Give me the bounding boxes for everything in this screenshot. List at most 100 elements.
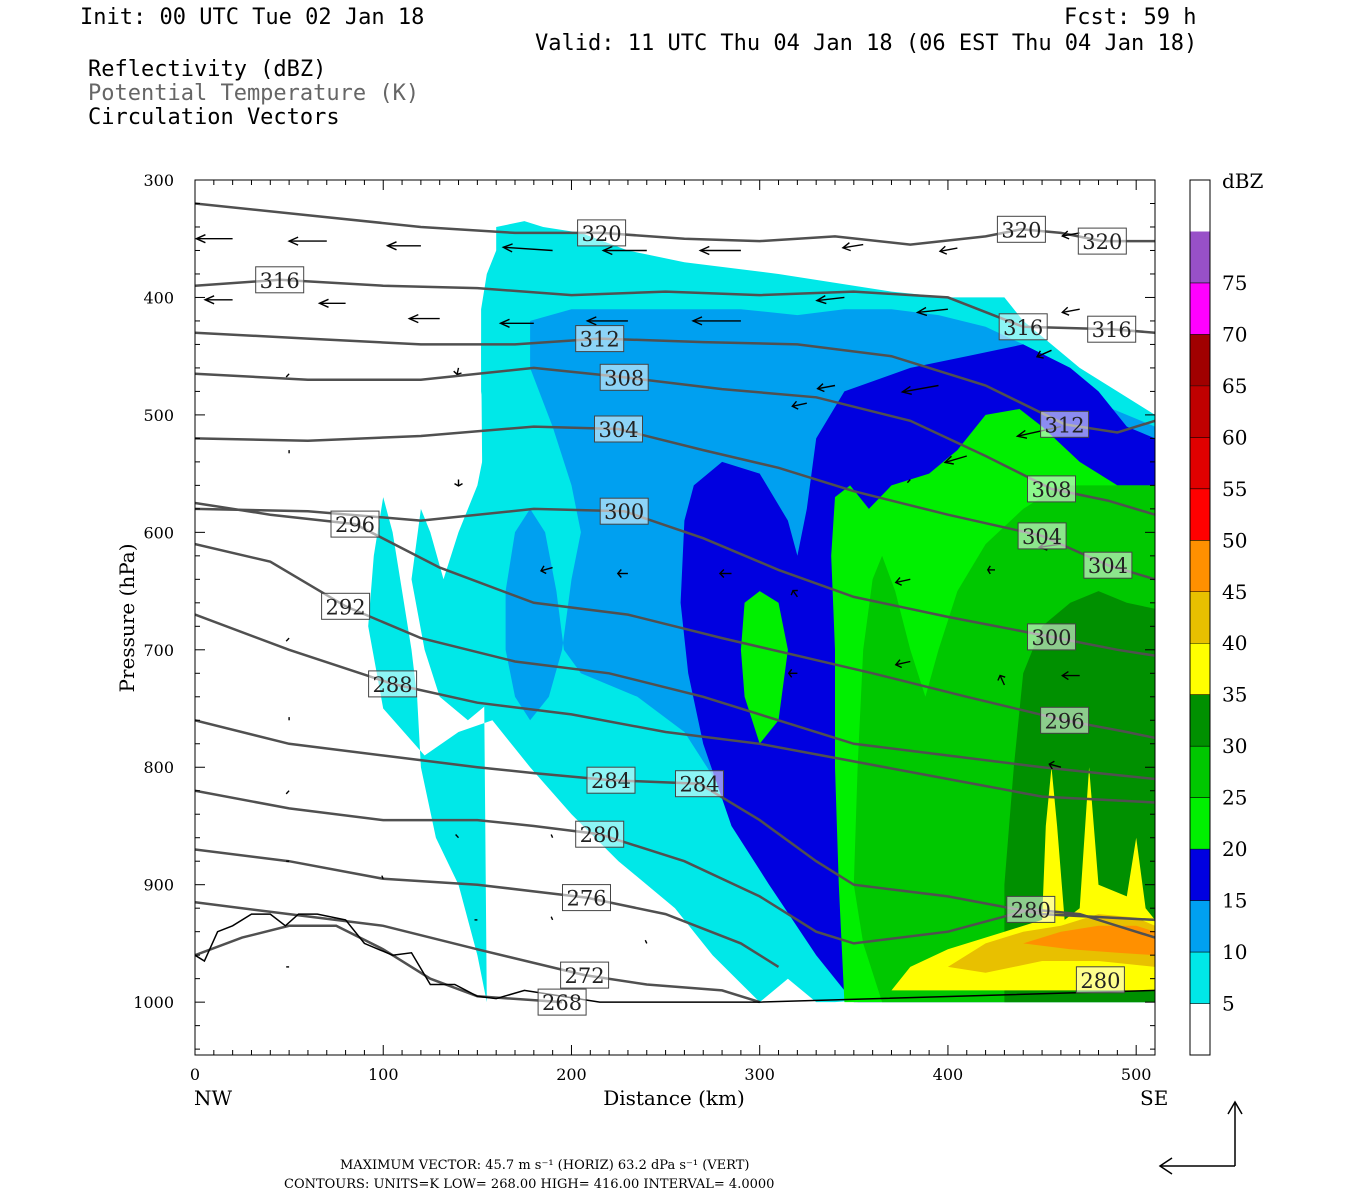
circulation-vector — [501, 243, 553, 253]
svg-text:280: 280 — [1080, 969, 1120, 993]
reference-vector-axes — [1158, 1100, 1243, 1175]
field-reflectivity: Reflectivity (dBZ) — [88, 57, 327, 82]
circulation-vector — [943, 455, 967, 465]
svg-text:296: 296 — [1045, 709, 1085, 733]
x-tick-label: 300 — [744, 1065, 775, 1084]
svg-text:320: 320 — [582, 222, 622, 246]
contour-label-284: 284 — [586, 766, 636, 794]
y-tick-label: 800 — [143, 758, 174, 777]
contour-label-304: 304 — [1083, 551, 1133, 579]
circulation-vector — [601, 245, 647, 256]
colorbar-level-label: 20 — [1222, 837, 1247, 861]
theta-contour-276 — [195, 848, 780, 968]
svg-text:308: 308 — [1031, 478, 1071, 502]
circulation-vector — [790, 589, 798, 598]
colorbar-level-label: 65 — [1222, 374, 1247, 398]
circulation-vector — [841, 242, 864, 252]
forecast-hour: Fcst: 59 h — [1064, 5, 1197, 30]
svg-text:312: 312 — [580, 328, 620, 352]
x-tick-label: 100 — [368, 1065, 399, 1084]
colorbar-level-label: 70 — [1222, 322, 1247, 346]
y-tick-label: 300 — [143, 171, 174, 190]
svg-text:316: 316 — [260, 269, 300, 293]
plot-frame — [194, 179, 1156, 1056]
theta-contour-272 — [195, 901, 761, 1004]
circulation-vector — [285, 373, 290, 378]
x-tick-label: 0 — [190, 1065, 200, 1084]
contour-label-320: 320 — [996, 215, 1046, 243]
colorbar-swatch — [1190, 282, 1210, 335]
colorbar-level-label: 35 — [1222, 683, 1247, 707]
svg-text:312: 312 — [1045, 413, 1085, 437]
contour-label-316: 316 — [255, 266, 305, 294]
contour-label-304: 304 — [1017, 522, 1067, 550]
circulation-vector — [1048, 760, 1062, 770]
field-potential-temperature: Potential Temperature (K) — [88, 81, 420, 106]
colorbar-swatch — [1190, 849, 1210, 901]
colorbar-swatch — [1190, 385, 1210, 438]
circulation-vector — [718, 569, 732, 578]
contour-label-292: 292 — [321, 592, 371, 620]
contour-label-308: 308 — [599, 363, 649, 391]
x-endpoint-nw: NW — [194, 1086, 233, 1110]
contour-label-316: 316 — [998, 313, 1048, 341]
circulation-vector — [550, 916, 554, 921]
contour-label-312: 312 — [575, 325, 625, 353]
contour-label-284: 284 — [675, 770, 724, 798]
x-axis-label: Distance (km) — [603, 1086, 745, 1110]
theta-contour-268 — [195, 924, 563, 1004]
colorbar-level-label: 10 — [1222, 940, 1247, 964]
svg-text:296: 296 — [335, 513, 375, 537]
svg-text:320: 320 — [1001, 218, 1041, 242]
circulation-vector — [698, 245, 741, 256]
svg-text:288: 288 — [373, 673, 413, 697]
svg-text:280: 280 — [1011, 898, 1051, 922]
colorbar-swatch — [1190, 488, 1210, 541]
svg-text:292: 292 — [326, 595, 366, 619]
circulation-vector — [900, 384, 939, 395]
y-tick-label: 600 — [143, 523, 174, 542]
circulation-vector — [550, 834, 554, 838]
colorbar-level-label: 30 — [1222, 734, 1247, 758]
contour-label-280: 280 — [1075, 966, 1125, 994]
circulation-vector — [385, 241, 421, 251]
svg-text:308: 308 — [604, 366, 644, 390]
colorbar-swatch — [1190, 1003, 1210, 1055]
circulation-vector — [644, 939, 648, 944]
contour-label-268: 268 — [537, 988, 587, 1016]
contour-label-280: 280 — [575, 820, 625, 848]
circulation-vector — [1061, 230, 1080, 240]
svg-text:272: 272 — [565, 964, 605, 988]
circulation-vector — [407, 313, 440, 324]
circulation-vector — [816, 383, 836, 393]
colorbar-swatch — [1190, 540, 1210, 592]
y-tick-label: 700 — [143, 641, 174, 660]
svg-text:320: 320 — [1082, 230, 1122, 254]
contour-label-316: 316 — [1087, 315, 1137, 343]
circulation-vector — [906, 479, 911, 484]
circulation-vector — [1061, 671, 1080, 681]
circulation-vector — [815, 294, 845, 305]
colorbar-swatch — [1190, 952, 1210, 1004]
contour-label-320: 320 — [577, 219, 627, 247]
contour-label-300: 300 — [599, 497, 649, 525]
circulation-vector — [540, 565, 553, 575]
colorbar-level-label: 60 — [1222, 425, 1247, 449]
y-tick-label: 400 — [143, 288, 174, 307]
colorbar-swatch — [1190, 180, 1210, 232]
svg-text:280: 280 — [580, 823, 620, 847]
contour-label-296: 296 — [330, 510, 380, 538]
x-endpoint-se: SE — [1140, 1086, 1168, 1110]
theta-contour-320 — [195, 202, 1155, 246]
circulation-vector — [1035, 349, 1052, 359]
circulation-vector — [915, 306, 948, 317]
x-tick-label: 200 — [556, 1065, 587, 1084]
colorbar-frame — [1189, 179, 1211, 1056]
colorbar-swatch — [1190, 334, 1210, 386]
svg-text:276: 276 — [566, 887, 606, 911]
reflectivity-region-20dbz-5 — [740, 591, 788, 744]
y-tick-label: 500 — [143, 406, 174, 425]
circulation-vector — [195, 234, 233, 244]
svg-text:304: 304 — [1088, 554, 1128, 578]
